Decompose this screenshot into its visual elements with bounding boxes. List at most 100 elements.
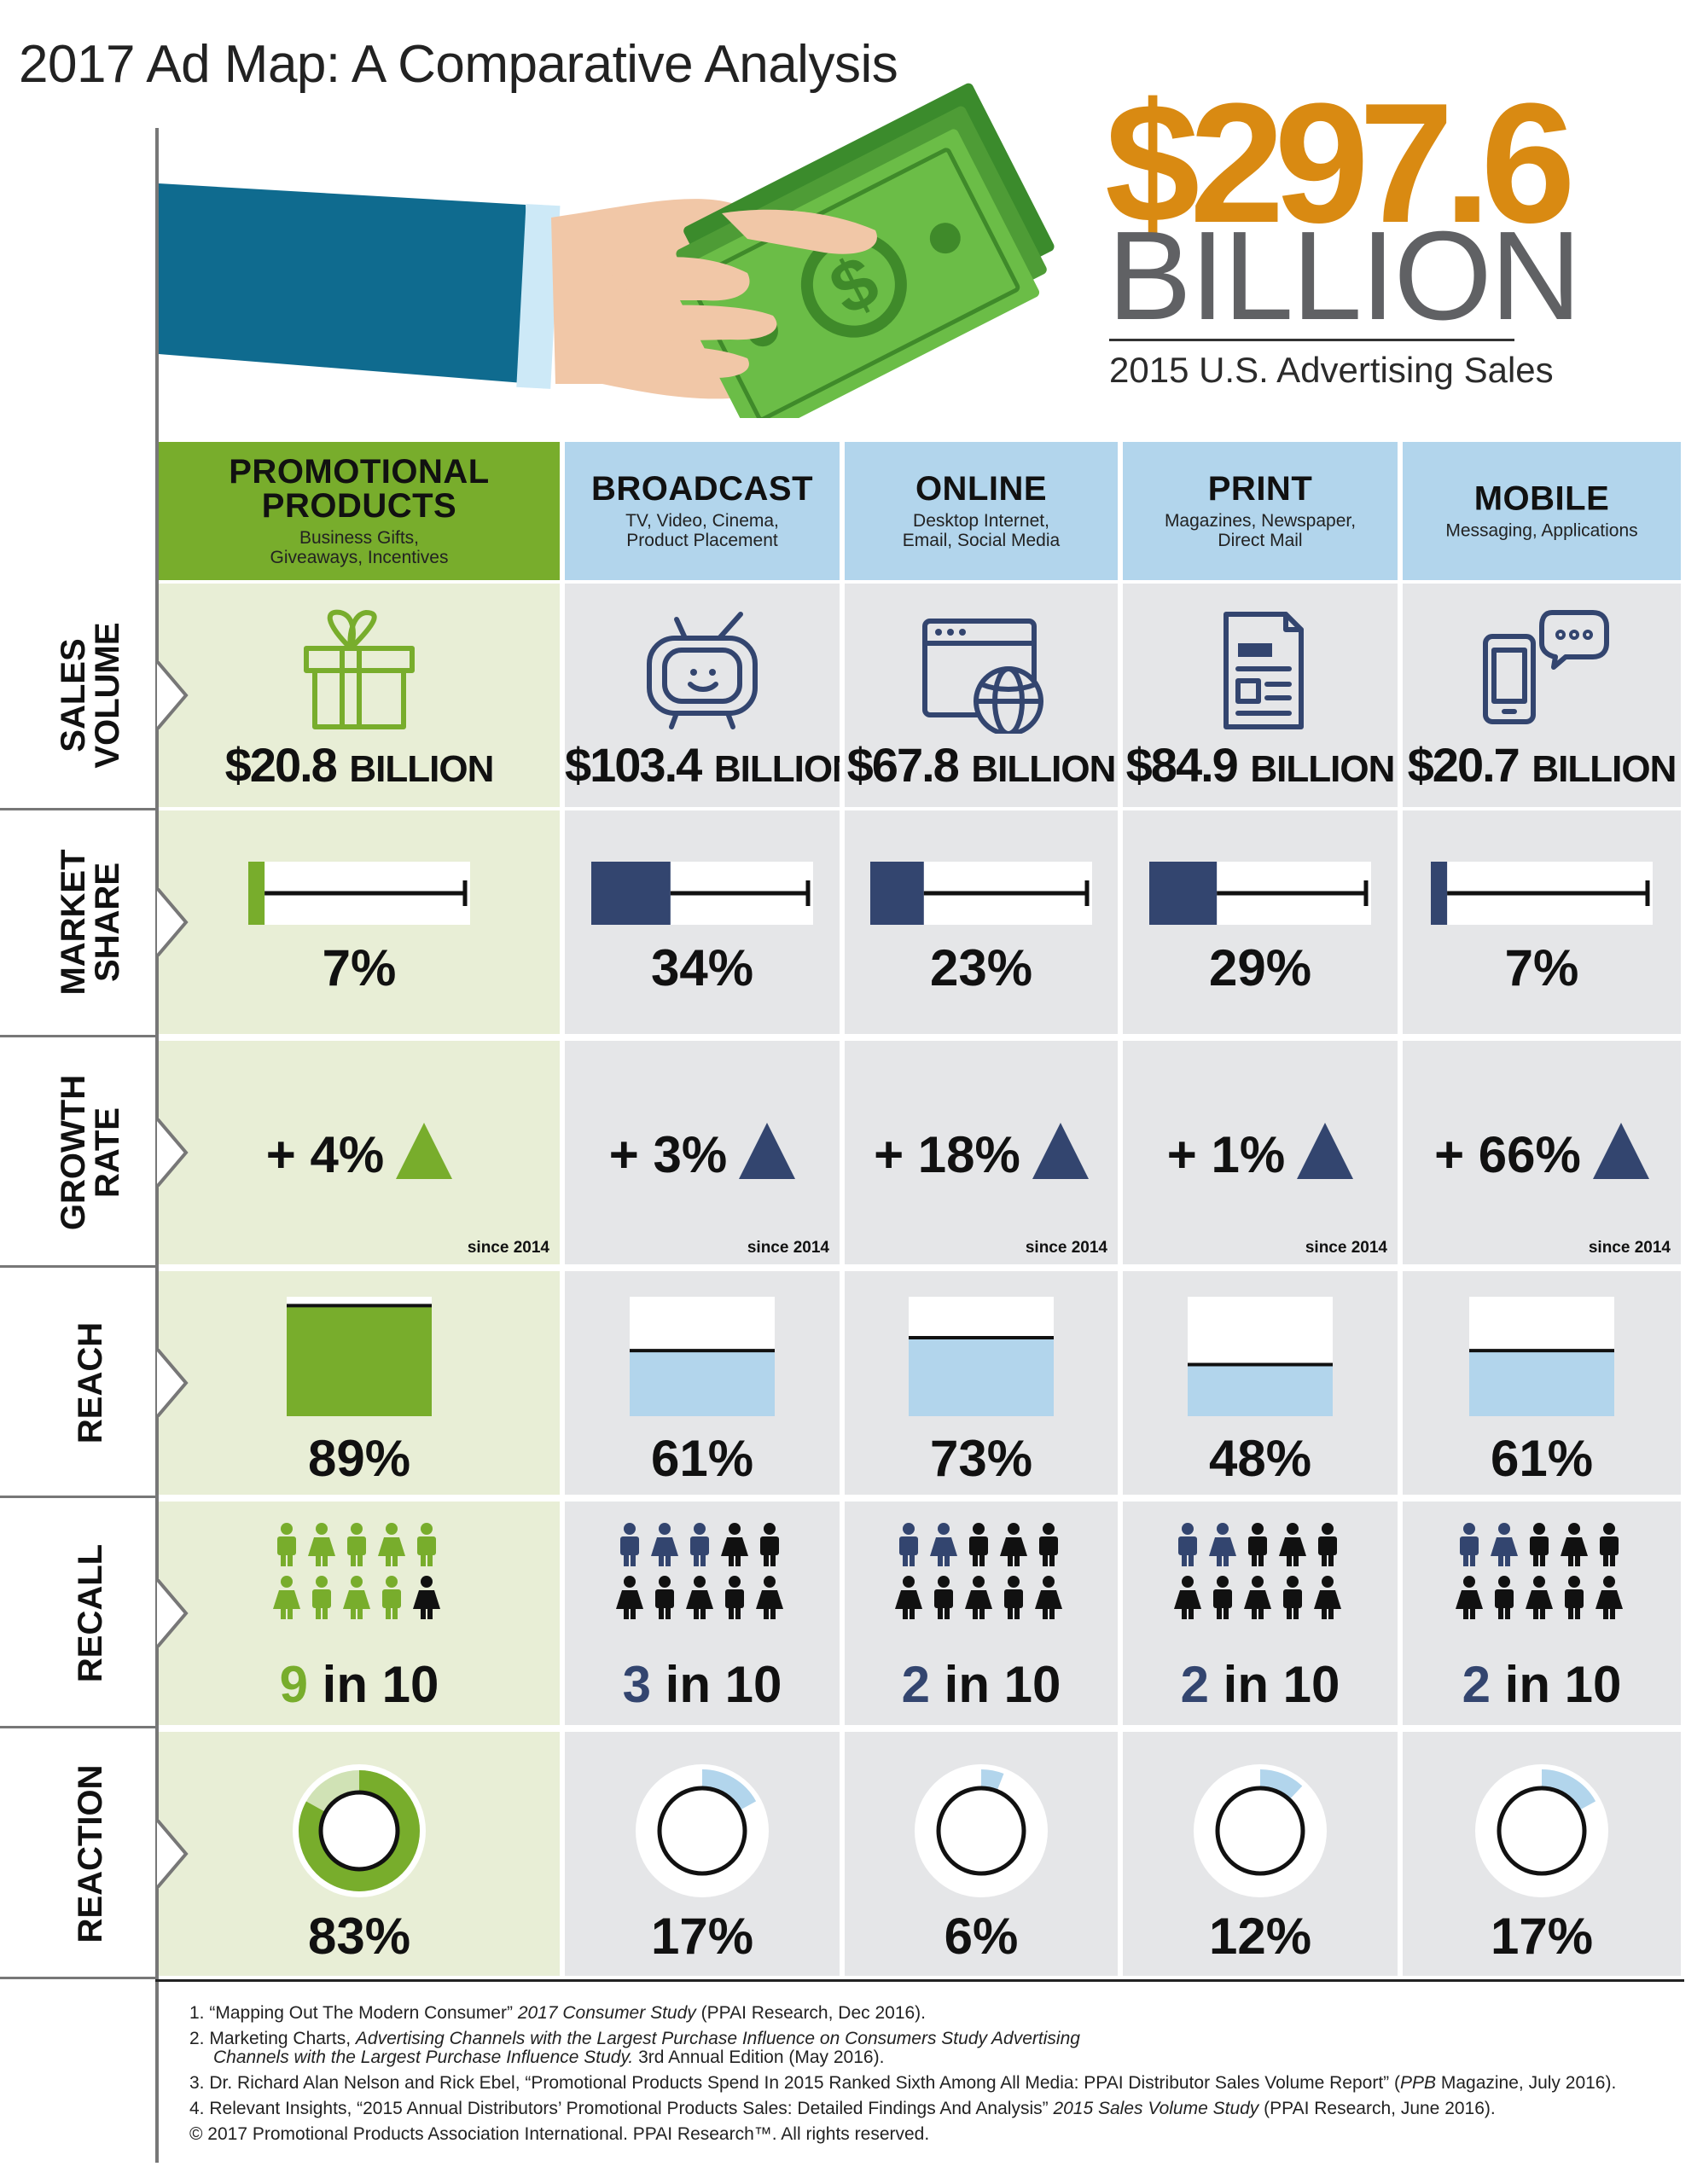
market-share-value: 34% xyxy=(650,939,754,996)
row-label: MARKET SHARE xyxy=(0,810,158,1034)
row-separator xyxy=(0,1977,158,1979)
person-icon xyxy=(1455,1576,1483,1619)
channel-name: ONLINE xyxy=(915,470,1048,508)
footnote-number: 3. xyxy=(189,2073,210,2093)
growth-rate-value: + 4% xyxy=(159,1123,560,1184)
person-recall-icon xyxy=(1208,1523,1236,1566)
reaction-donut-inner-ring xyxy=(318,1790,400,1872)
recall-count: 2 xyxy=(1462,1656,1491,1713)
sales-volume-number: $103.4 xyxy=(565,738,702,792)
growth-since-label: since 2014 xyxy=(1025,1239,1107,1257)
sales-volume-value: $20.7 BILLION xyxy=(1403,737,1681,793)
market-share-bar xyxy=(248,862,470,925)
row-label: SALES VOLUME xyxy=(0,584,158,807)
person-recall-icon xyxy=(1490,1523,1518,1566)
person-recall-icon xyxy=(272,1576,300,1619)
row-separator xyxy=(0,1496,158,1498)
recall-cell: 2 in 10 xyxy=(1123,1502,1398,1725)
person-recall-icon xyxy=(929,1523,957,1566)
footnote-line: Channels with the Largest Purchase Influ… xyxy=(213,2048,884,2068)
row-separator xyxy=(0,1265,158,1268)
person-icon xyxy=(1313,1576,1341,1619)
reaction-donut xyxy=(636,1764,769,1897)
growth-up-triangle-icon xyxy=(739,1123,796,1179)
reaction-value: 83% xyxy=(307,1908,411,1965)
person-recall-icon xyxy=(1459,1523,1479,1566)
person-icon xyxy=(685,1576,713,1619)
table-bottom-rule xyxy=(155,1979,1684,1982)
channel-header: PRINT Magazines, Newspaper, Direct Mail xyxy=(1123,442,1398,580)
channel-header: PROMOTIONAL PRODUCTS Business Gifts, Give… xyxy=(159,442,560,580)
recall-suffix: in 10 xyxy=(1208,1656,1340,1713)
person-icon xyxy=(759,1523,779,1566)
person-icon xyxy=(1247,1523,1267,1566)
footnote-line: 3. Dr. Richard Alan Nelson and Rick Ebel… xyxy=(189,2073,1616,2094)
sales-volume-unit: BILLION xyxy=(971,748,1116,790)
reaction-cell: 12% xyxy=(1123,1732,1398,1976)
person-icon xyxy=(1278,1523,1306,1566)
reaction-donut-inner-ring xyxy=(936,1786,1026,1876)
reaction-donut-arc xyxy=(299,1770,420,1891)
person-icon xyxy=(1525,1576,1553,1619)
total-sales-value: $297.6 xyxy=(1105,68,1576,258)
reaction-donut-background xyxy=(915,1764,1048,1897)
person-icon xyxy=(933,1576,953,1619)
person-recall-icon xyxy=(307,1523,335,1566)
person-icon xyxy=(724,1576,744,1619)
sales-volume-value: $84.9 BILLION xyxy=(1123,737,1398,793)
channel-name: PROMOTIONAL PRODUCTS xyxy=(229,453,490,525)
row-label-text: REACH xyxy=(72,1321,109,1444)
reach-value: 89% xyxy=(307,1430,411,1487)
person-icon xyxy=(1034,1576,1062,1619)
row-label: RECALL xyxy=(0,1502,158,1725)
reaction-donut-background xyxy=(636,1764,769,1897)
person-icon xyxy=(1595,1576,1623,1619)
footnote-text: 2017 Consumer Study xyxy=(517,2003,696,2023)
footnote-text: (PPAI Research, Dec 2016). xyxy=(695,2003,927,2023)
footnote-text: Channels with the Largest Purchase Influ… xyxy=(213,2048,634,2067)
reach-bar-fill xyxy=(1469,1350,1614,1416)
recall-count: 3 xyxy=(622,1656,651,1713)
reach-bar xyxy=(1188,1297,1333,1416)
market-share-value: 23% xyxy=(929,939,1033,996)
sales-volume-cell: $67.8 BILLION xyxy=(845,584,1118,807)
person-recall-icon xyxy=(346,1523,366,1566)
row-label-text: SALES VOLUME xyxy=(55,622,126,769)
footnote-text: Relevant Insights, “2015 Annual Distribu… xyxy=(209,2099,1054,2118)
recall-value: 9 in 10 xyxy=(159,1655,560,1714)
market-share-cell: 7% xyxy=(1403,810,1681,1034)
growth-rate-cell: + 66% since 2014 xyxy=(1403,1041,1681,1264)
recall-count: 2 xyxy=(901,1656,930,1713)
sales-volume-value: $20.8 BILLION xyxy=(159,737,560,793)
market-share-bar xyxy=(1431,862,1653,925)
sales-volume-number: $20.7 xyxy=(1407,738,1520,792)
channel-header: BROADCAST TV, Video, Cinema, Product Plac… xyxy=(565,442,840,580)
person-icon xyxy=(1599,1523,1619,1566)
channel-description: Magazines, Newspaper, Direct Mail xyxy=(1164,511,1357,550)
reaction-donut-arc xyxy=(1199,1769,1322,1892)
row-label: GROWTH RATE xyxy=(0,1041,158,1264)
reach-bar-fill xyxy=(1188,1364,1333,1416)
footnote-text: (PPAI Research, June 2016). xyxy=(1258,2099,1496,2118)
person-icon xyxy=(1243,1576,1271,1619)
growth-rate-value: + 66% xyxy=(1403,1123,1681,1184)
channel-header: ONLINE Desktop Internet, Email, Social Me… xyxy=(845,442,1118,580)
reaction-donut-arc xyxy=(1480,1769,1603,1892)
person-recall-icon xyxy=(650,1523,678,1566)
reaction-value: 6% xyxy=(944,1908,1019,1965)
person-recall-icon xyxy=(619,1523,639,1566)
tv-icon xyxy=(647,612,758,729)
market-share-cell: 34% xyxy=(565,810,840,1034)
person-icon xyxy=(1003,1576,1023,1619)
market-share-bar xyxy=(870,862,1092,925)
person-icon xyxy=(412,1576,440,1619)
row-label: REACH xyxy=(0,1271,158,1495)
growth-rate-value: + 1% xyxy=(1123,1123,1398,1184)
growth-up-triangle-icon xyxy=(1032,1123,1089,1179)
sales-volume-unit: BILLION xyxy=(349,748,494,790)
reach-value: 48% xyxy=(1208,1430,1312,1487)
reaction-cell: 17% xyxy=(1403,1732,1681,1976)
reaction-cell: 83% xyxy=(159,1732,560,1976)
reach-cell: 61% xyxy=(565,1271,840,1495)
footnote-text: Magazine, July 2016). xyxy=(1436,2073,1617,2093)
